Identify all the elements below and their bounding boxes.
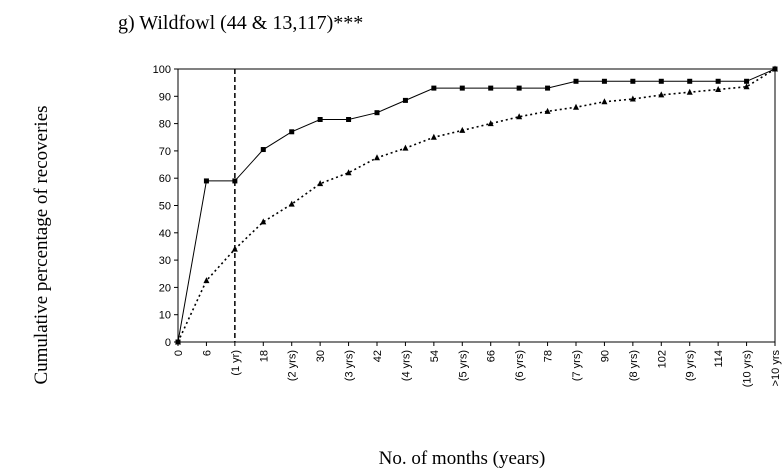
point-marker bbox=[687, 78, 693, 84]
point-marker bbox=[459, 126, 466, 133]
y-tick-label: 20 bbox=[159, 282, 171, 294]
point-marker bbox=[715, 78, 721, 84]
y-tick-label: 70 bbox=[159, 146, 171, 158]
point-marker bbox=[345, 169, 352, 176]
x-tick-label: (3 yrs) bbox=[344, 350, 356, 381]
x-tick-label: 66 bbox=[486, 350, 498, 362]
point-marker bbox=[346, 117, 352, 123]
point-marker bbox=[573, 78, 579, 84]
plot-frame bbox=[177, 68, 776, 343]
x-tick-label: 54 bbox=[429, 350, 441, 362]
x-tick-label: (10 yrs) bbox=[742, 350, 754, 387]
y-tick-label: 50 bbox=[159, 201, 171, 213]
point-marker bbox=[175, 338, 181, 345]
chart-title: g) Wildfowl (44 & 13,117)*** bbox=[118, 12, 363, 34]
x-tick-label: (6 yrs) bbox=[514, 350, 526, 381]
point-marker bbox=[431, 85, 437, 91]
point-marker bbox=[430, 133, 437, 140]
y-tick-label: 90 bbox=[159, 91, 171, 103]
point-marker bbox=[231, 245, 238, 252]
point-marker bbox=[601, 98, 608, 105]
point-marker bbox=[317, 180, 324, 187]
x-tick-label: (4 yrs) bbox=[400, 350, 412, 381]
x-tick-label: (9 yrs) bbox=[685, 350, 697, 381]
point-marker bbox=[260, 147, 266, 153]
point-marker bbox=[630, 78, 636, 84]
point-marker bbox=[715, 85, 722, 92]
x-tick-label: 30 bbox=[315, 350, 327, 362]
x-tick-label: 114 bbox=[713, 350, 725, 368]
y-tick-label: 60 bbox=[159, 173, 171, 185]
point-marker bbox=[516, 113, 523, 120]
x-axis-label: No. of months (years) bbox=[379, 448, 546, 469]
x-tick-label: (5 yrs) bbox=[457, 350, 469, 381]
x-tick-label: 6 bbox=[201, 350, 213, 356]
point-marker bbox=[487, 120, 494, 127]
x-tick-label: (2 yrs) bbox=[287, 350, 299, 381]
x-tick-label: (7 yrs) bbox=[571, 350, 583, 381]
x-tick-label: 78 bbox=[543, 350, 555, 362]
point-marker bbox=[658, 78, 664, 84]
point-marker bbox=[203, 178, 209, 184]
x-tick-label: 18 bbox=[258, 350, 270, 362]
point-marker bbox=[686, 88, 693, 95]
point-marker bbox=[374, 110, 380, 116]
point-marker bbox=[601, 78, 607, 84]
y-tick-label: 0 bbox=[165, 337, 171, 349]
y-tick-label: 100 bbox=[153, 64, 171, 76]
point-marker bbox=[402, 97, 408, 103]
point-marker bbox=[488, 85, 494, 91]
point-marker bbox=[289, 129, 295, 135]
point-marker bbox=[744, 78, 750, 84]
point-marker bbox=[743, 83, 750, 90]
series-line bbox=[177, 68, 776, 343]
point-marker bbox=[402, 144, 409, 151]
point-marker bbox=[516, 85, 522, 91]
point-marker bbox=[317, 117, 323, 123]
y-tick-label: 10 bbox=[159, 310, 171, 322]
point-marker bbox=[374, 154, 380, 161]
point-marker bbox=[288, 200, 295, 207]
point-marker bbox=[772, 65, 778, 72]
point-marker bbox=[459, 85, 465, 91]
point-marker bbox=[545, 85, 551, 91]
y-tick-label: 80 bbox=[159, 119, 171, 131]
point-marker bbox=[260, 218, 267, 225]
x-tick-label: (1 yr) bbox=[230, 350, 242, 376]
x-tick-label: 42 bbox=[372, 350, 384, 362]
x-tick-label: 102 bbox=[656, 350, 668, 368]
x-tick-label: 0 bbox=[173, 350, 185, 356]
x-tick-label: 90 bbox=[599, 350, 611, 362]
point-marker bbox=[203, 277, 210, 284]
point-marker bbox=[232, 178, 238, 184]
point-marker bbox=[629, 95, 636, 102]
point-marker bbox=[573, 103, 579, 110]
y-tick-label: 30 bbox=[159, 255, 171, 267]
series-line bbox=[177, 68, 776, 343]
y-tick-label: 40 bbox=[159, 228, 171, 240]
y-axis-label: Cumulative percentage of recoveries bbox=[31, 105, 52, 384]
x-tick-label: (8 yrs) bbox=[628, 350, 640, 381]
point-marker bbox=[658, 91, 665, 98]
x-tick-label: >10 yrs bbox=[770, 350, 782, 387]
point-marker bbox=[544, 107, 551, 114]
